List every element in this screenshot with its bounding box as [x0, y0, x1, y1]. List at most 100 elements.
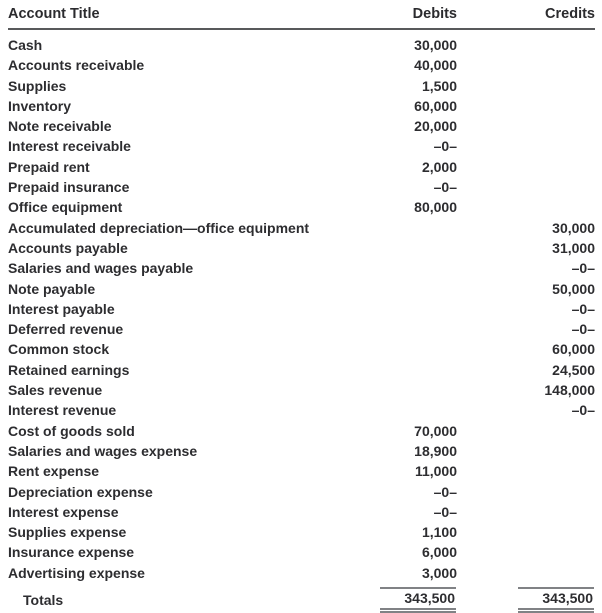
credit-cell: 60,000: [552, 341, 595, 358]
debit-cell: 70,000: [414, 422, 457, 439]
credit-cell: [457, 116, 595, 136]
account-title-cell: Salaries and wages payable: [8, 260, 194, 277]
credit-cell: –0–: [571, 321, 595, 338]
column-header-debits: Debits: [345, 3, 457, 30]
column-header-credits: Credits: [457, 3, 595, 30]
debit-cell: 3,000: [421, 564, 457, 581]
table-row: Interest receivable –0–: [8, 136, 595, 156]
table-row: Inventory 60,000: [8, 96, 595, 116]
table-row: Supplies 1,500: [8, 76, 595, 96]
account-title-cell: Prepaid insurance: [8, 179, 130, 196]
debit-cell: [345, 238, 457, 258]
header-row: Account Title Debits Credits: [8, 3, 595, 30]
trial-balance-body: Cash 30,000 Accounts receivable 40,000 Suppl…: [8, 29, 595, 583]
debit-cell: [345, 360, 457, 380]
account-title-cell: Accounts receivable: [8, 57, 145, 74]
credit-cell: [457, 136, 595, 156]
table-row: Prepaid rent 2,000: [8, 157, 595, 177]
credit-cell: [457, 482, 595, 502]
account-title-cell: Prepaid rent: [8, 158, 90, 175]
debit-cell: 1,500: [421, 77, 457, 94]
account-title-cell: Interest receivable: [8, 138, 131, 155]
credit-cell: –0–: [571, 260, 595, 277]
credit-cell: [457, 76, 595, 96]
account-title-cell: Accounts payable: [8, 239, 128, 256]
table-row: Depreciation expense –0–: [8, 482, 595, 502]
account-title-cell: Salaries and wages expense: [8, 442, 198, 459]
debit-cell: [345, 258, 457, 278]
credit-cell: [457, 542, 595, 562]
table-row: Interest expense –0–: [8, 502, 595, 522]
account-title-cell: Depreciation expense: [8, 483, 153, 500]
totals-credit-cell: 343,500: [457, 583, 595, 613]
debit-cell: 30,000: [414, 37, 457, 53]
credit-cell: [457, 461, 595, 481]
credit-cell: [457, 157, 595, 177]
table-row: Interest payable –0–: [8, 299, 595, 319]
debit-cell: –0–: [433, 179, 457, 196]
account-title-cell: Sales revenue: [8, 382, 103, 399]
account-title-cell: Note payable: [8, 280, 96, 297]
table-row: Prepaid insurance –0–: [8, 177, 595, 197]
debit-cell: 80,000: [414, 199, 457, 216]
trial-balance-table: Account Title Debits Credits Cash 30,000 A…: [8, 3, 595, 613]
debit-cell: 11,000: [414, 463, 457, 480]
debit-cell: –0–: [433, 138, 457, 155]
table-row: Advertising expense 3,000: [8, 563, 595, 583]
totals-row: Totals 343,500 343,500: [8, 583, 595, 613]
table-row: Note payable 50,000: [8, 279, 595, 299]
credit-cell: 50,000: [552, 280, 595, 297]
account-title-cell: Office equipment: [8, 199, 123, 216]
debit-cell: 18,900: [414, 442, 457, 459]
account-title-cell: Cash: [8, 37, 43, 53]
table-row: Accounts receivable 40,000: [8, 55, 595, 75]
account-title-cell: Inventory: [8, 97, 72, 114]
account-title-cell: Interest expense: [8, 503, 119, 520]
table-row: Cash 30,000: [8, 29, 595, 55]
debit-cell: [345, 279, 457, 299]
credit-cell: –0–: [571, 300, 595, 317]
table-row: Cost of goods sold 70,000: [8, 421, 595, 441]
credit-cell: [457, 29, 595, 55]
credit-cell: [457, 522, 595, 542]
table-row: Interest revenue –0–: [8, 400, 595, 420]
table-header: Account Title Debits Credits: [8, 3, 595, 30]
debit-cell: 60,000: [414, 97, 457, 114]
credit-cell: –0–: [571, 402, 595, 419]
table-row: Accounts payable 31,000: [8, 238, 595, 258]
debit-cell: 2,000: [421, 158, 457, 175]
debit-cell: [345, 400, 457, 420]
table-row: Sales revenue 148,000: [8, 380, 595, 400]
table-row: Salaries and wages expense 18,900: [8, 441, 595, 461]
debit-cell: [345, 218, 457, 238]
credit-cell: [457, 563, 595, 583]
debit-cell: [345, 319, 457, 339]
account-title-cell: Retained earnings: [8, 361, 130, 378]
table-row: Accumulated depreciation—office equipmen…: [8, 218, 595, 238]
account-title-cell: Deferred revenue: [8, 321, 124, 338]
debit-cell: 20,000: [414, 118, 457, 135]
account-title-cell: Rent expense: [8, 463, 100, 480]
account-title-cell: Common stock: [8, 341, 110, 358]
debit-cell: [345, 380, 457, 400]
credit-cell: [457, 421, 595, 441]
table-row: Salaries and wages payable –0–: [8, 258, 595, 278]
totals-label: Totals: [23, 592, 64, 609]
table-row: Common stock 60,000: [8, 339, 595, 359]
table-row: Retained earnings 24,500: [8, 360, 595, 380]
debit-cell: [345, 299, 457, 319]
account-title-cell: Note receivable: [8, 118, 112, 135]
credit-cell: [457, 177, 595, 197]
table-row: Rent expense 11,000: [8, 461, 595, 481]
debit-cell: 6,000: [421, 544, 457, 561]
credit-cell: 148,000: [544, 382, 595, 399]
credit-cell: 30,000: [552, 219, 595, 236]
debit-cell: –0–: [433, 503, 457, 520]
totals-credit-amount: 343,500: [518, 587, 594, 613]
table-row: Supplies expense 1,100: [8, 522, 595, 542]
table-footer: Totals 343,500 343,500: [8, 583, 595, 613]
credit-cell: [457, 502, 595, 522]
account-title-cell: Insurance expense: [8, 544, 135, 561]
debit-cell: 1,100: [421, 524, 457, 541]
account-title-cell: Interest payable: [8, 300, 115, 317]
